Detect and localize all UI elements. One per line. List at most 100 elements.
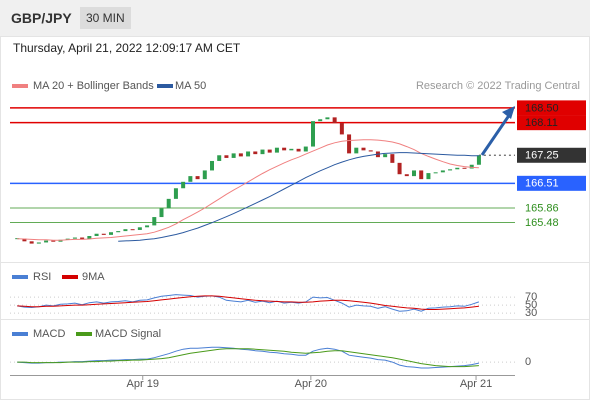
candle bbox=[195, 176, 200, 180]
level-box bbox=[517, 115, 586, 131]
candle bbox=[101, 233, 106, 235]
legend-swatch bbox=[62, 275, 78, 279]
series-line bbox=[118, 152, 479, 242]
series-line bbox=[17, 139, 479, 241]
candle bbox=[253, 151, 258, 155]
candle bbox=[289, 148, 294, 151]
candle bbox=[116, 231, 121, 233]
candle bbox=[397, 162, 402, 175]
candle bbox=[29, 241, 34, 244]
timeframe[interactable]: 30 MIN bbox=[80, 7, 131, 29]
candle bbox=[325, 117, 330, 120]
candle bbox=[210, 160, 214, 171]
candle bbox=[173, 188, 178, 199]
candle bbox=[137, 227, 142, 230]
candle bbox=[354, 147, 359, 154]
candle bbox=[109, 232, 113, 235]
legend-swatch bbox=[12, 275, 28, 279]
candle bbox=[260, 149, 265, 155]
level-box bbox=[517, 147, 586, 163]
level-label: 166.51 bbox=[525, 178, 559, 190]
legend-label: MA 20 + Bollinger Bands bbox=[33, 80, 154, 92]
series-line bbox=[17, 294, 480, 312]
datetime: Thursday, April 21, 2022 12:09:17 AM CET bbox=[13, 41, 241, 55]
candle bbox=[36, 242, 41, 244]
candle bbox=[217, 155, 222, 161]
level-box bbox=[517, 100, 586, 116]
candle bbox=[311, 121, 315, 147]
candle bbox=[426, 173, 431, 180]
candle bbox=[455, 167, 460, 170]
candle bbox=[22, 238, 27, 242]
candle bbox=[65, 238, 70, 240]
candle bbox=[123, 229, 128, 232]
candle bbox=[404, 174, 409, 177]
candle bbox=[339, 123, 344, 135]
candle bbox=[238, 153, 243, 157]
candle bbox=[145, 225, 150, 228]
candle bbox=[469, 164, 474, 169]
legend-swatch bbox=[12, 332, 28, 336]
candle bbox=[58, 239, 63, 242]
candle bbox=[332, 117, 337, 124]
candle bbox=[94, 233, 99, 237]
candle bbox=[318, 119, 323, 122]
y-tick-label: 30 bbox=[525, 307, 537, 319]
candle bbox=[87, 236, 92, 240]
legend-label: RSI bbox=[33, 271, 51, 283]
symbol: GBP/JPY bbox=[11, 10, 72, 26]
candle bbox=[303, 146, 308, 152]
candle bbox=[130, 229, 135, 231]
x-tick-label: Apr 21 bbox=[460, 378, 492, 390]
level-label: 168.11 bbox=[525, 117, 558, 129]
candle bbox=[267, 149, 272, 153]
y-tick-label: 70 bbox=[525, 291, 537, 303]
candle bbox=[231, 153, 236, 158]
y-tick-label: 50 bbox=[525, 299, 537, 311]
legend-label: MA 50 bbox=[175, 80, 206, 92]
candle bbox=[361, 147, 366, 151]
candle bbox=[224, 155, 229, 158]
candle bbox=[282, 147, 287, 151]
candle bbox=[51, 240, 56, 242]
candle bbox=[166, 198, 171, 209]
candle bbox=[412, 170, 416, 177]
candle bbox=[152, 217, 157, 226]
candle bbox=[80, 237, 85, 240]
level-label: 165.48 bbox=[525, 217, 559, 229]
level-label: 165.86 bbox=[525, 202, 559, 214]
level-box bbox=[517, 175, 586, 191]
candle bbox=[419, 170, 424, 180]
candle bbox=[462, 167, 467, 169]
candle bbox=[296, 148, 301, 152]
candle bbox=[274, 147, 279, 153]
series-line bbox=[17, 295, 479, 310]
candle bbox=[440, 170, 445, 173]
candle bbox=[390, 154, 395, 163]
legend-label: MACD bbox=[33, 328, 65, 340]
candle bbox=[433, 172, 438, 174]
legend-swatch bbox=[12, 84, 28, 88]
level-label: 167.25 bbox=[525, 150, 559, 162]
legend-swatch bbox=[76, 332, 92, 336]
candle bbox=[383, 154, 388, 158]
x-tick-label: Apr 20 bbox=[295, 378, 327, 390]
candle bbox=[72, 237, 77, 239]
series-line bbox=[17, 348, 479, 368]
legend-swatch bbox=[157, 84, 173, 88]
forecast-arrow bbox=[480, 113, 512, 156]
series-line bbox=[17, 346, 480, 369]
arrow-head bbox=[502, 106, 515, 119]
candle bbox=[159, 208, 164, 218]
source: Research © 2022 Trading Central bbox=[416, 80, 580, 92]
legend-label: MACD Signal bbox=[95, 328, 161, 340]
candle bbox=[448, 169, 453, 171]
candle bbox=[202, 170, 207, 180]
legend-label: 9MA bbox=[82, 271, 105, 283]
candle bbox=[368, 150, 373, 152]
candle bbox=[246, 151, 251, 157]
candle bbox=[181, 181, 186, 189]
candle bbox=[188, 176, 193, 182]
